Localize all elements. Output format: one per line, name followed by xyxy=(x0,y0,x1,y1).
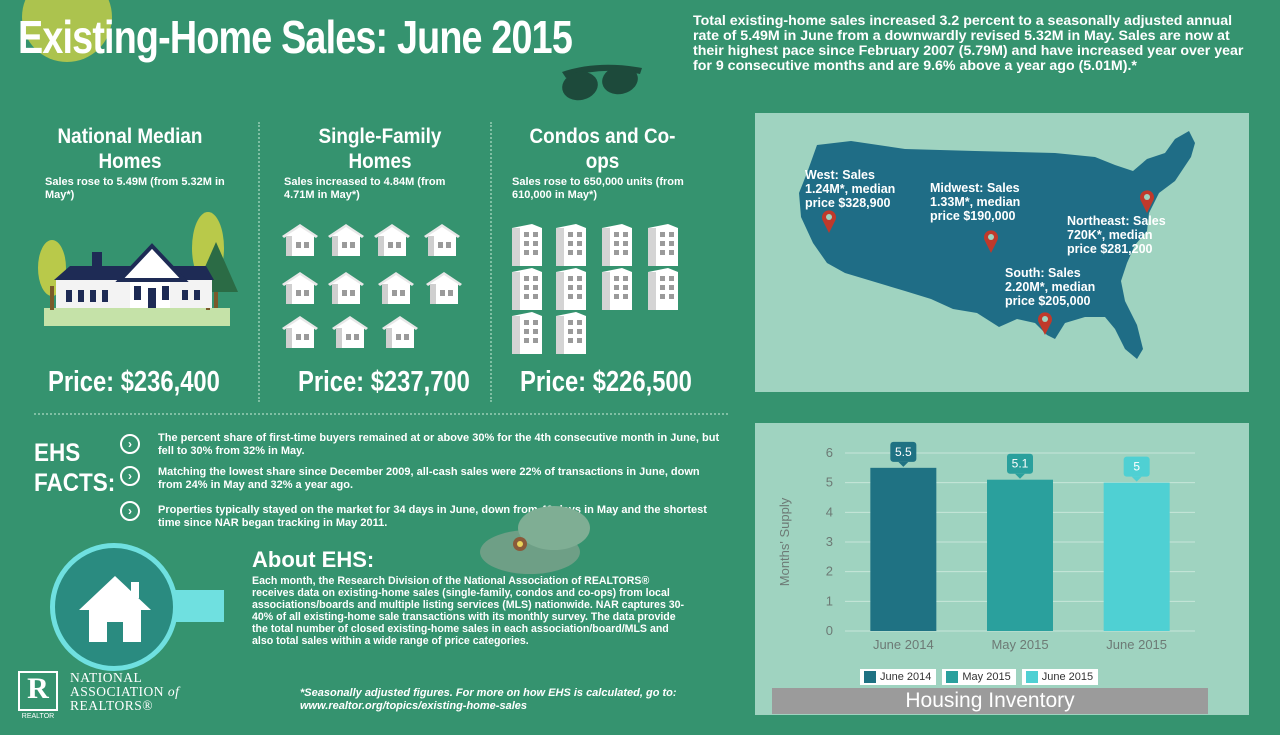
nar-name: NATIONAL ASSOCIATION of REALTORS® xyxy=(70,671,179,713)
y-tick-label: 0 xyxy=(826,623,833,638)
column-divider xyxy=(258,122,260,402)
y-axis-label: Months' Supply xyxy=(777,497,792,586)
value-badge xyxy=(1007,453,1033,474)
regional-map-panel: West: Sales 1.24M*, median price $328,90… xyxy=(755,113,1249,392)
single-family-icons xyxy=(282,224,462,348)
nar-name-of: of xyxy=(167,684,180,699)
single-family-price: Price: $237,700 xyxy=(298,366,470,398)
data-label: 5 xyxy=(1133,460,1140,474)
legend-item: June 2014 xyxy=(860,669,937,685)
fact-item: Matching the lowest share since December… xyxy=(158,466,700,491)
value-badge-pointer xyxy=(1131,476,1142,482)
x-tick-label: June 2015 xyxy=(1106,637,1167,652)
section-divider xyxy=(34,413,728,415)
legend-item: June 2015 xyxy=(1021,669,1099,685)
legend-label: June 2014 xyxy=(880,671,932,683)
data-label: 5.5 xyxy=(895,445,912,459)
housing-inventory-chart: 0 1 2 3 4 5 6 Months' Supply 5.5 June 2014 5.1 May … xyxy=(777,441,1195,652)
chart-legend: June 2014 May 2015 June 2015 xyxy=(860,669,1099,685)
bar xyxy=(870,467,937,631)
home-icon xyxy=(79,576,151,642)
intro-text: Total existing-home sales increased 3.2 … xyxy=(693,13,1244,74)
footnote-line1: *Seasonally adjusted figures. For more o… xyxy=(300,687,677,699)
realtor-logo: R xyxy=(18,671,58,711)
data-label: 5.1 xyxy=(1012,457,1029,471)
bar xyxy=(987,479,1053,631)
chevron-right-icon: › xyxy=(120,434,140,454)
national-median-title: National Median Homes xyxy=(57,125,203,173)
chart-title: Housing Inventory xyxy=(772,688,1208,714)
condos-title: Condos and Co-ops xyxy=(529,125,676,173)
sunglasses-icon xyxy=(562,64,642,101)
map-pin-icon xyxy=(822,210,836,233)
value-badge xyxy=(890,441,917,462)
map-pin-icon xyxy=(1140,190,1154,213)
page-title: Existing-Home Sales: June 2015 xyxy=(18,11,573,63)
column-divider xyxy=(490,122,492,402)
map-label-west: West: Sales 1.24M*, median price $328,90… xyxy=(805,168,896,210)
y-tick-label: 6 xyxy=(826,445,833,460)
x-tick-label: May 2015 xyxy=(991,637,1048,652)
housing-inventory-panel: 0 1 2 3 4 5 6 Months' Supply 5.5 June 2014 5.1 May … xyxy=(755,423,1249,715)
y-tick-label: 4 xyxy=(826,504,833,519)
bar xyxy=(1103,482,1170,631)
y-tick-label: 1 xyxy=(826,593,833,608)
hat-icon xyxy=(480,506,590,574)
national-median-sub: Sales rose to 5.49M (from 5.32M in May*) xyxy=(45,176,225,201)
nar-name-line2: ASSOCIATION xyxy=(70,684,165,699)
map-label-south: South: Sales 2.20M*, median price $205,0… xyxy=(1005,266,1096,308)
realtor-logo-sub: REALTOR xyxy=(21,713,55,720)
legend-item: May 2015 xyxy=(942,669,1016,685)
map-label-northeast: Northeast: Sales 720K*, median price $28… xyxy=(1067,214,1166,256)
nar-name-line1: NATIONAL xyxy=(70,670,143,685)
y-tick-label: 5 xyxy=(826,475,833,490)
x-tick-label: June 2014 xyxy=(873,637,934,652)
about-title: About EHS: xyxy=(252,547,375,572)
about-text: Each month, the Research Division of the… xyxy=(252,575,685,647)
y-tick-label: 3 xyxy=(826,534,833,549)
chevron-right-icon: › xyxy=(120,501,140,521)
house-illustration xyxy=(38,212,238,326)
condo-icons xyxy=(512,224,678,354)
y-tick-label: 2 xyxy=(826,564,833,579)
value-badge-pointer xyxy=(1015,473,1025,479)
legend-swatch xyxy=(946,671,959,683)
footnote-link[interactable]: www.realtor.org/topics/existing-home-sal… xyxy=(300,700,527,712)
single-family-sub: Sales increased to 4.84M (from 4.71M in … xyxy=(284,176,446,201)
chevron-right-icon: › xyxy=(120,466,140,486)
condos-price: Price: $226,500 xyxy=(520,366,692,398)
legend-label: May 2015 xyxy=(962,671,1011,683)
value-badge xyxy=(1123,456,1150,477)
realtor-logo-mark: R xyxy=(27,672,49,705)
legend-swatch xyxy=(864,671,876,683)
single-family-title: Single-Family Homes xyxy=(318,125,442,173)
map-pin-icon xyxy=(984,230,998,253)
condos-sub: Sales rose to 650,000 units (from 610,00… xyxy=(512,176,684,201)
map-pin-icon xyxy=(1038,312,1052,335)
fact-item: The percent share of first-time buyers r… xyxy=(158,432,720,457)
legend-label: June 2015 xyxy=(1041,671,1094,683)
value-badge-pointer xyxy=(898,461,909,467)
fact-item: Properties typically stayed on the marke… xyxy=(158,504,707,529)
home-badge xyxy=(50,543,178,671)
map-label-midwest: Midwest: Sales 1.33M*, median price $190… xyxy=(930,181,1021,223)
nar-name-line3: REALTORS® xyxy=(70,698,154,713)
national-median-price: Price: $236,400 xyxy=(48,366,220,398)
legend-swatch xyxy=(1025,671,1038,683)
us-map-icon xyxy=(799,131,1195,359)
footnote: *Seasonally adjusted figures. For more o… xyxy=(300,687,677,713)
facts-heading: EHS FACTS: xyxy=(34,439,116,497)
